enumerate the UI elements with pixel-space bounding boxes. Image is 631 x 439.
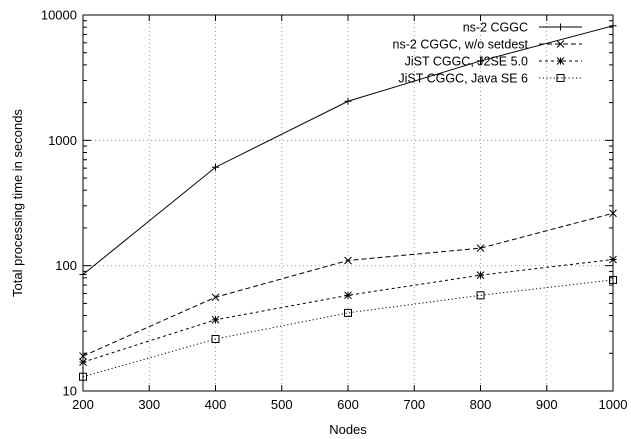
legend: ns-2 CGGC ns-2 CGGC, w/o setdest JiST CGGC… <box>393 21 582 86</box>
y-tick-label: 100 <box>55 258 77 273</box>
data-point-series-1 <box>477 57 484 65</box>
x-tick-label: 500 <box>271 397 293 412</box>
data-point-series-1 <box>212 163 219 171</box>
x-tick-label: 300 <box>138 397 160 412</box>
legend-label: ns-2 CGGC <box>463 21 528 35</box>
data-point-series-3 <box>211 315 220 324</box>
legend-marker <box>556 40 565 48</box>
y-axis-label: Total processing time in seconds <box>10 109 25 297</box>
legend-marker <box>556 57 565 65</box>
data-point-series-2 <box>476 244 485 252</box>
series-line-2 <box>82 212 614 357</box>
x-tick-label: 200 <box>72 397 94 412</box>
series-group <box>79 22 617 381</box>
y-tick-label: 10 <box>63 384 77 399</box>
grid <box>83 15 613 391</box>
data-point-series-4 <box>211 334 220 343</box>
x-tick-label: 700 <box>403 397 425 412</box>
data-point-series-4 <box>476 291 485 300</box>
legend-marker <box>557 23 564 31</box>
x-tick-label: 600 <box>337 397 359 412</box>
data-point-series-2 <box>211 293 220 302</box>
data-point-series-3 <box>344 291 352 300</box>
x-tick-label: 900 <box>536 397 558 412</box>
legend-label: JiST CGGC, Java SE 6 <box>398 72 528 86</box>
y-tick-label: 10000 <box>41 8 77 23</box>
x-tick-label: 400 <box>205 397 227 412</box>
data-point-series-3 <box>476 271 485 280</box>
axis-ticks: 200 300 400 500 600 700 800 900 1000 10 100 1000 100… <box>41 8 628 413</box>
legend-marker <box>556 74 565 82</box>
series-line-3 <box>82 259 614 363</box>
x-tick-label: 1000 <box>599 397 628 412</box>
x-axis-label: Nodes <box>329 422 367 437</box>
y-tick-label: 1000 <box>48 133 77 148</box>
data-point-series-4 <box>344 308 352 317</box>
data-point-series-1 <box>344 97 352 105</box>
x-tick-label: 800 <box>470 397 492 412</box>
data-point-series-2 <box>344 256 352 265</box>
legend-label: ns-2 CGGC, w/o setdest <box>393 38 529 52</box>
legend-label: JiST CGGC, J2SE 5.0 <box>405 55 528 69</box>
